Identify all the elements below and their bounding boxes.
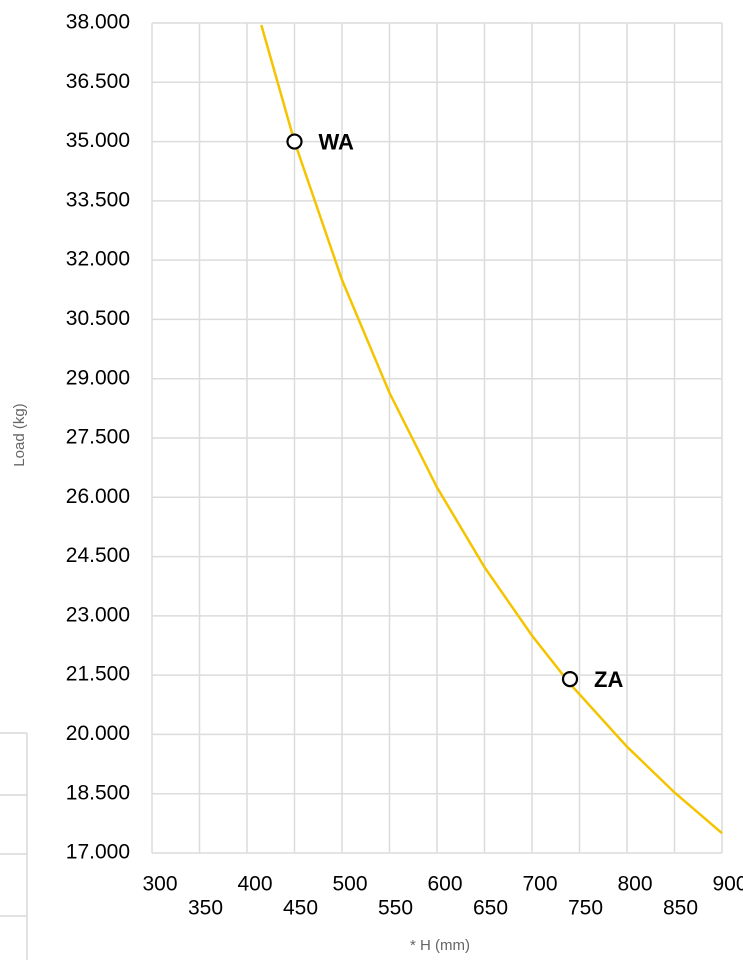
x-tick-label: 600	[427, 873, 462, 896]
x-tick-label: 650	[473, 897, 508, 920]
y-tick-label: 18.500	[66, 781, 130, 804]
y-tick-label: 23.000	[66, 603, 130, 626]
x-tick-label: 400	[237, 873, 272, 896]
x-tick-label: 800	[617, 873, 652, 896]
y-tick-label: 30.500	[66, 307, 130, 330]
y-axis-title: Load (kg)	[11, 403, 28, 466]
y-tick-label: 24.500	[66, 544, 130, 567]
point-marker	[286, 133, 303, 150]
x-tick-label: 850	[663, 897, 698, 920]
x-tick-label: 300	[142, 873, 177, 896]
y-tick-label: 36.500	[66, 70, 130, 93]
background-table-fragment	[0, 732, 28, 960]
x-tick-label: 350	[188, 897, 223, 920]
y-tick-label: 29.000	[66, 366, 130, 389]
y-tick-label: 17.000	[66, 841, 130, 864]
x-tick-label: 450	[283, 897, 318, 920]
point-label: WA	[319, 129, 355, 154]
x-tick-label: 550	[378, 897, 413, 920]
x-tick-label: 750	[568, 897, 603, 920]
x-tick-label: 700	[522, 873, 557, 896]
y-tick-label: 33.500	[66, 188, 130, 211]
x-axis-title: * H (mm)	[410, 937, 470, 954]
y-tick-label: 20.000	[66, 722, 130, 745]
x-tick-label: 900	[712, 873, 743, 896]
curve	[260, 24, 723, 835]
point-label: ZA	[594, 667, 623, 692]
point-marker	[561, 670, 579, 688]
y-tick-label: 21.500	[66, 663, 130, 686]
y-tick-label: 35.000	[66, 129, 130, 152]
x-tick-label: 500	[332, 873, 367, 896]
y-tick-label: 27.500	[66, 426, 130, 449]
y-tick-label: 26.000	[66, 485, 130, 508]
y-tick-label: 38.000	[66, 11, 130, 34]
y-tick-label: 32.000	[66, 248, 130, 271]
